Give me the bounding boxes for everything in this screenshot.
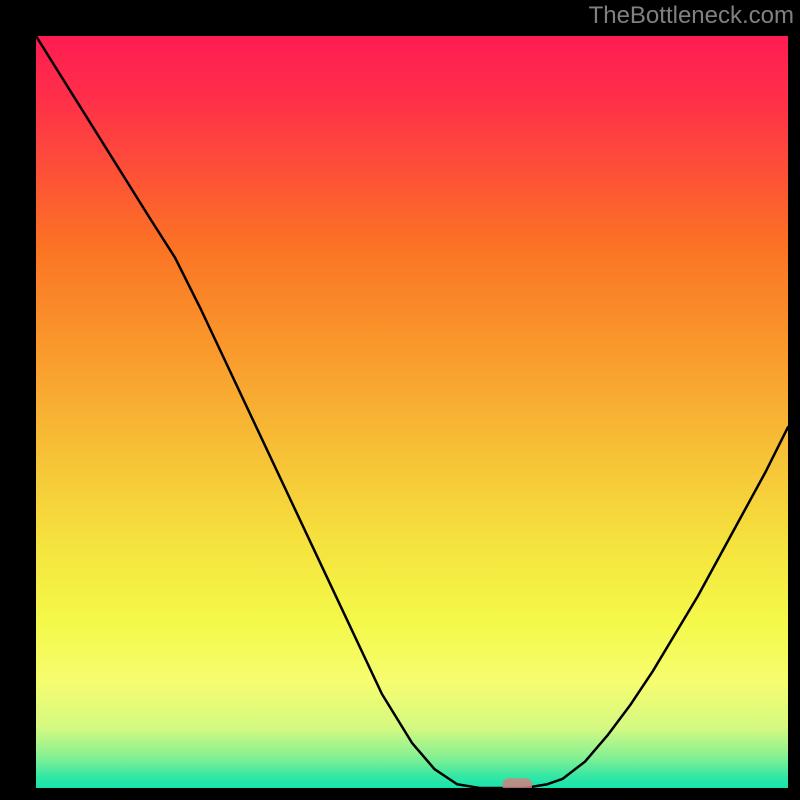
chart-container: TheBottleneck.com [0, 0, 800, 800]
bottleneck-curve [36, 36, 788, 788]
plot-area [36, 36, 788, 788]
watermark-text: TheBottleneck.com [589, 2, 794, 30]
minimum-marker [502, 778, 532, 788]
curve-layer [36, 36, 788, 788]
